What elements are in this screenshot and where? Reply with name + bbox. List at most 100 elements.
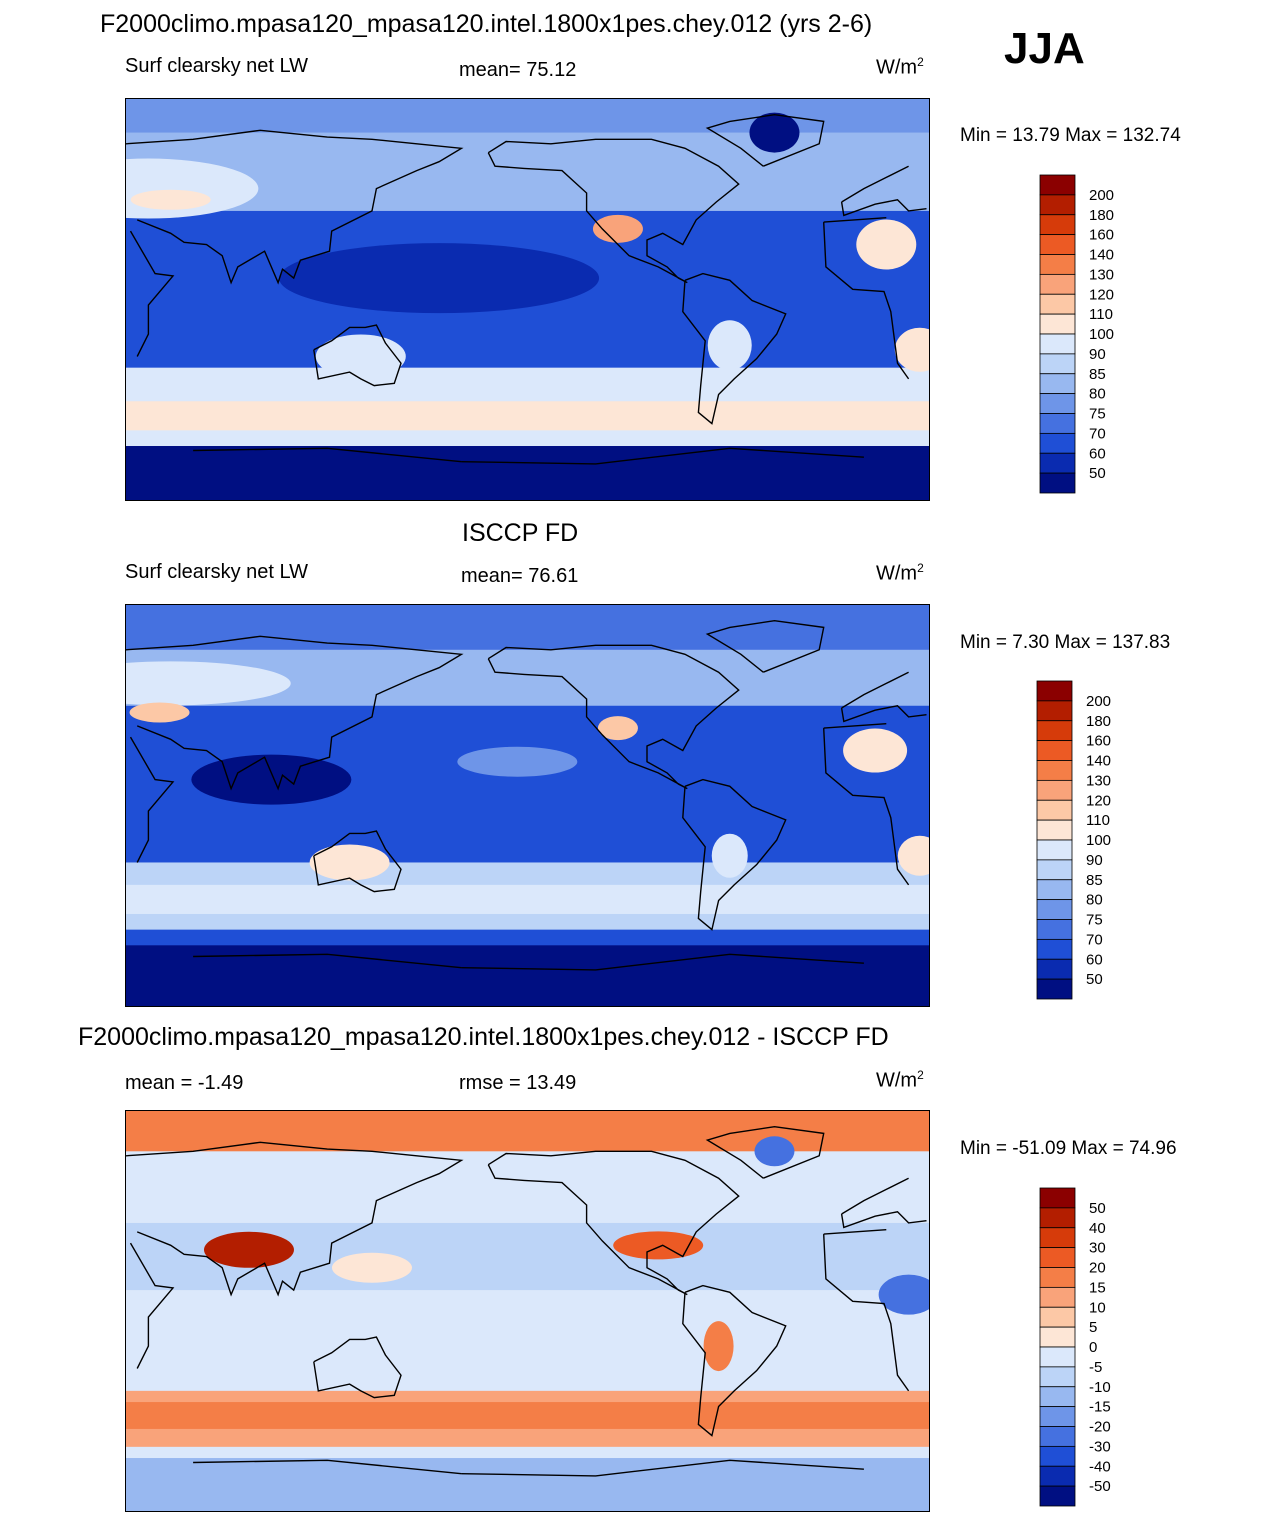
colorbar-tick-label: 120 [1089,286,1114,303]
colorbar-tick-label: 120 [1086,792,1111,809]
panel3-map-svg [126,1111,929,1511]
coastline [823,222,910,380]
colorbar-box-15 [1039,1485,1076,1507]
colorbar-tick-label: 40 [1089,1220,1106,1237]
colorbar-box-6 [1039,293,1076,315]
field-background [126,1111,929,1511]
colorbar-box-14 [1036,958,1073,980]
panel3-colorbar: 50 40 30 20 15 10 5 0 -5 -10 -15 -20 -30 -40 -50 [1039,1187,1150,1507]
colorbar-tick-label: 130 [1089,266,1114,283]
colorbar-box-11 [1036,899,1073,920]
panel3-rmse-label: rmse = 13.49 [459,1072,577,1094]
colorbar-box-3 [1039,234,1076,255]
field-north-pacific-high [457,746,578,777]
colorbar-tick-label: -40 [1089,1458,1111,1475]
colorbar-tick-label: 60 [1086,951,1103,968]
colorbar-box-7 [1039,313,1076,335]
coastline [126,129,464,285]
colorbar-tick-label: -20 [1089,1419,1111,1436]
colorbar-box-6 [1039,1306,1076,1328]
coastline [313,1336,402,1399]
colorbar-tick-label: 85 [1089,366,1106,383]
coastline [705,113,825,167]
coastline [126,1141,464,1297]
panel3-map [125,1110,930,1512]
colorbar-box-2 [1039,1227,1076,1249]
coastline [193,447,462,463]
season-label: JJA [1004,24,1085,73]
field-southern-africa [897,835,929,876]
colorbar-box-10 [1036,879,1073,901]
colorbar-tick-label: 70 [1089,425,1106,442]
colorbar-box-12 [1036,919,1073,940]
colorbar-box-8 [1039,333,1076,355]
colorbar-box-10 [1039,373,1076,395]
colorbar-tick-label: 10 [1089,1299,1106,1316]
colorbar-tick-label: 50 [1086,971,1103,988]
field-tibet [203,1231,294,1268]
field-pacific-warm-pool [279,243,600,314]
colorbar-box-9 [1036,859,1073,881]
coastline [461,1459,864,1477]
field-central-asia [130,189,211,210]
field-north-america-south [613,1231,704,1260]
colorbar-box-3 [1036,740,1073,761]
field-band-antarctic [126,446,929,500]
colorbar-tick-label: 80 [1086,892,1103,909]
colorbar-tick-label: 20 [1089,1260,1106,1277]
field-us-southwest [597,716,638,741]
field-band-arctic [126,1111,929,1152]
colorbar-box-15 [1039,472,1076,494]
field-band-nh-mid [126,132,929,211]
colorbar-box-14 [1039,452,1076,474]
colorbar-tick-label: 110 [1086,812,1110,829]
field-band-sh-peak [126,884,929,914]
panel2-map-svg [126,605,929,1006]
field-band-antarctic [126,945,929,1006]
field-south-america [707,320,752,371]
colorbar-tick-label: -50 [1089,1478,1111,1495]
panel1-minmax-label: Min = 13.79 Max = 132.74 [960,125,1181,146]
colorbar-tick-label: 75 [1089,406,1106,423]
coastline [461,953,864,971]
field-south-america [703,1321,734,1372]
colorbar-box-1 [1039,1207,1076,1229]
colorbar-box-8 [1039,1346,1076,1368]
colorbar-tick-label: 100 [1089,326,1114,343]
coastline [487,644,740,790]
coastline [193,953,462,969]
field-eurasia [126,661,291,706]
colorbar-box-2 [1039,214,1076,236]
colorbar-box-9 [1039,1366,1076,1388]
coastline [487,1150,740,1296]
colorbar-tick-label: -30 [1089,1438,1111,1455]
colorbar-box-12 [1039,1426,1076,1447]
coastline [841,1177,909,1215]
colorbar-tick-label: 90 [1086,852,1103,869]
colorbar-tick-label: 5 [1089,1319,1097,1336]
field-indian-monsoon [191,754,352,805]
colorbar-box-9 [1039,353,1076,375]
coastline [823,1234,910,1392]
field-central-asia [129,702,190,723]
coastline [682,1284,787,1437]
colorbar-box-4 [1039,254,1076,275]
coastline [823,723,887,729]
colorbar-tick-label: 140 [1089,247,1114,264]
field-band-southern-peak [126,1402,929,1429]
coastline [841,165,909,203]
panel3-units-label: W/m2 [876,1068,924,1092]
colorbar-box-13 [1036,938,1073,960]
panel2-colorbar: 200 180 160 140 130 120 110 100 90 85 80 75 70 60 50 [1036,680,1147,1000]
colorbar-box-7 [1039,1326,1076,1348]
coastline [823,728,910,886]
colorbar-box-13 [1039,432,1076,454]
coastline [841,671,909,709]
field-us-southwest [592,214,643,243]
colorbar-box-8 [1036,839,1073,861]
coastline [840,705,927,723]
coastline [129,1242,175,1369]
colorbar-box-0 [1039,174,1076,196]
colorbar-box-10 [1039,1386,1076,1408]
coastline [823,217,887,223]
